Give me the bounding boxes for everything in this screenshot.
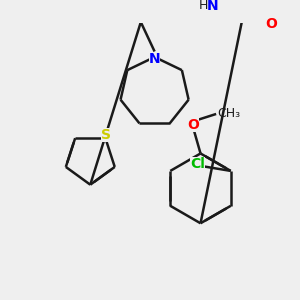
Text: H: H [199,0,208,12]
Text: CH₃: CH₃ [218,107,241,121]
Text: O: O [265,17,277,31]
Text: N: N [207,0,218,13]
Text: O: O [187,118,199,132]
Text: S: S [101,128,111,142]
Text: N: N [149,52,161,66]
Text: Cl: Cl [190,158,205,172]
